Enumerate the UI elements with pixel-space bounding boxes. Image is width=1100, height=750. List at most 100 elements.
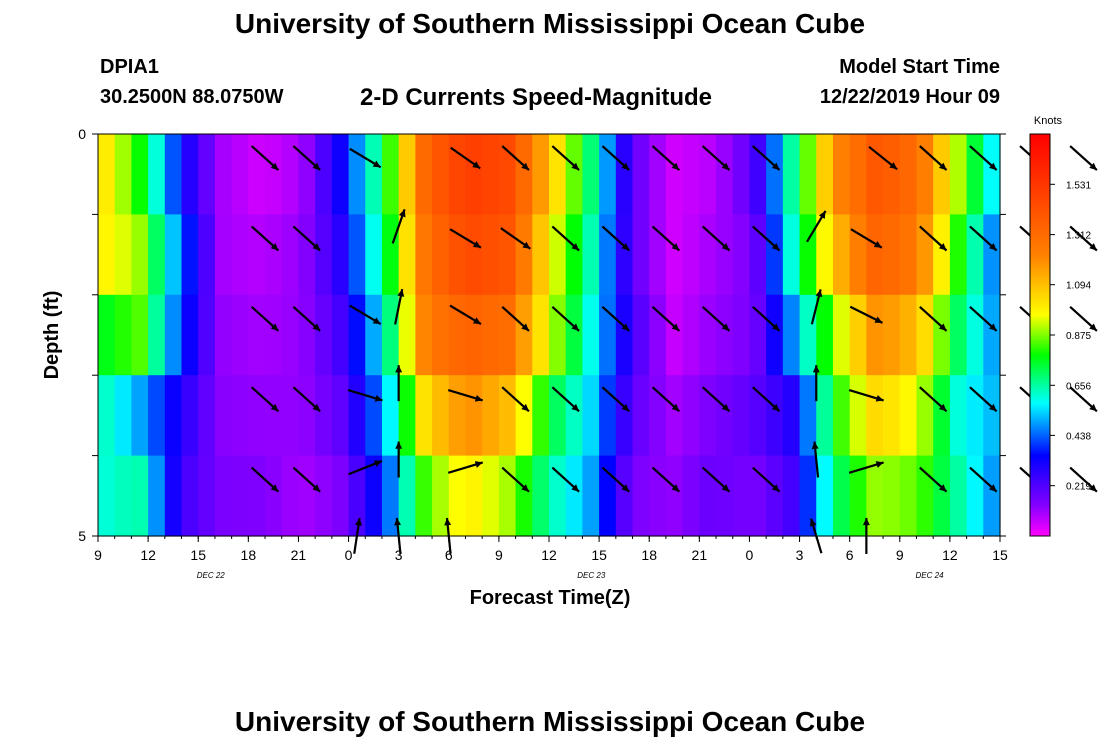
heatmap-cell [782,375,801,457]
current-vector-arrow [349,147,382,169]
heatmap-cell [916,375,934,457]
heatmap-cell [766,294,784,376]
heatmap-cell [949,455,968,537]
heatmap-cell [632,375,650,457]
date-label: DEC 22 [197,571,226,580]
current-vector-arrow [500,227,531,250]
arrow-head [771,403,780,412]
heatmap-cell [231,455,249,537]
heatmap-cell [348,375,366,457]
heatmap-cell [248,294,266,376]
heatmap-cell [265,455,283,537]
current-vector-arrow [501,145,530,171]
heatmap-cell [315,294,333,376]
x-tick-label: 12 [541,547,557,563]
current-vector-arrow [601,306,630,332]
current-vector-arrow [651,145,681,171]
current-vector-arrow [349,304,382,326]
heatmap-cell [281,214,300,296]
arrow-head [270,484,279,492]
heatmap-cell [933,134,951,215]
arrow-head [521,162,529,171]
heatmap-cell [465,375,483,457]
heatmap-cell [348,214,366,296]
heatmap-cell [949,294,968,376]
heatmap-cell [498,134,517,215]
heatmap-cell [515,214,533,296]
heatmap-cell [281,294,300,376]
heatmap-cell [565,375,583,457]
arrow-head [521,403,529,412]
axis-ticks: 9 12 15 18 21 0 3 6 9 12 15 18 21 0 3 6 9 12 15 DEC 22 DEC 2… [78,126,1008,580]
heatmap-cell [866,294,884,376]
arrow-head [771,162,780,171]
x-tick-label: 12 [942,547,958,563]
current-vector-arrow [811,441,820,478]
heatmap-cell [381,455,400,537]
heatmap-cell [131,455,149,537]
colorbar-tick-label: 0.656 [1066,381,1091,392]
arrow-head [721,162,730,171]
heatmap-cell [98,375,116,457]
heatmap-cell [398,214,416,296]
arrow-head [938,484,947,492]
arrow-head [938,162,947,171]
heatmap-cell [799,294,817,376]
heatmap-cell [498,214,517,296]
arrow-head [395,365,403,373]
heatmap-cell [298,455,316,537]
heatmap-cell [749,134,767,215]
current-vector-arrow [292,466,321,493]
heatmap-cell [265,134,283,215]
heatmap-cell [365,294,383,376]
heatmap-cell [665,375,684,457]
heatmap-cell [582,294,600,376]
colorbar-unit: Knots [1034,115,1063,127]
heatmap-cell [181,214,199,296]
current-vector-arrow [810,289,823,325]
heatmap-cell [248,375,266,457]
heatmap-cell [549,455,567,537]
current-vector-arrow [969,306,998,332]
heatmap-cell [298,214,316,296]
heatmap-cell [515,375,533,457]
heatmap-cell [599,375,617,457]
arrow-head [373,460,382,467]
current-vector-arrow [752,145,781,171]
heatmap-cell [716,294,734,376]
heatmap-cell [365,455,383,537]
heatmap-cell [665,294,684,376]
heatmap-cell [799,214,817,296]
heatmap-cell [615,455,634,537]
heatmap-cell [214,375,233,457]
arrow-head [270,243,279,251]
heatmap-cell [231,214,249,296]
heatmap-cell [916,455,934,537]
heatmap-cell [899,375,918,457]
heatmap-cell [198,294,216,376]
heatmap-cell [632,294,650,376]
heatmap-cell [782,134,801,215]
colorbar-ticks: 1.531 1.312 1.094 0.875 0.656 0.438 0.219 [1050,180,1091,493]
current-vector-arrow [752,466,781,493]
heatmap-cell [114,375,132,457]
arrow-head [444,518,452,526]
heatmap-cell [749,455,767,537]
x-tick-label: 3 [796,547,804,563]
heatmap-cell [665,134,684,215]
arrow-head [312,162,321,171]
arrow-head [1089,484,1097,492]
arrow-head [621,323,630,331]
current-vector-arrow [849,305,883,324]
heatmap-cell [665,214,684,296]
heatmap-cell [164,294,183,376]
x-tick-label: 9 [896,547,904,563]
current-vector-arrow [250,386,280,413]
heatmap-cell [498,455,517,537]
heatmap-cell [365,375,383,457]
heatmap-cell [432,455,450,537]
colorbar-tick-label: 1.531 [1066,180,1091,191]
heatmap-cell [565,134,583,215]
heatmap-cell [214,455,233,537]
heatmap-cell [849,214,867,296]
